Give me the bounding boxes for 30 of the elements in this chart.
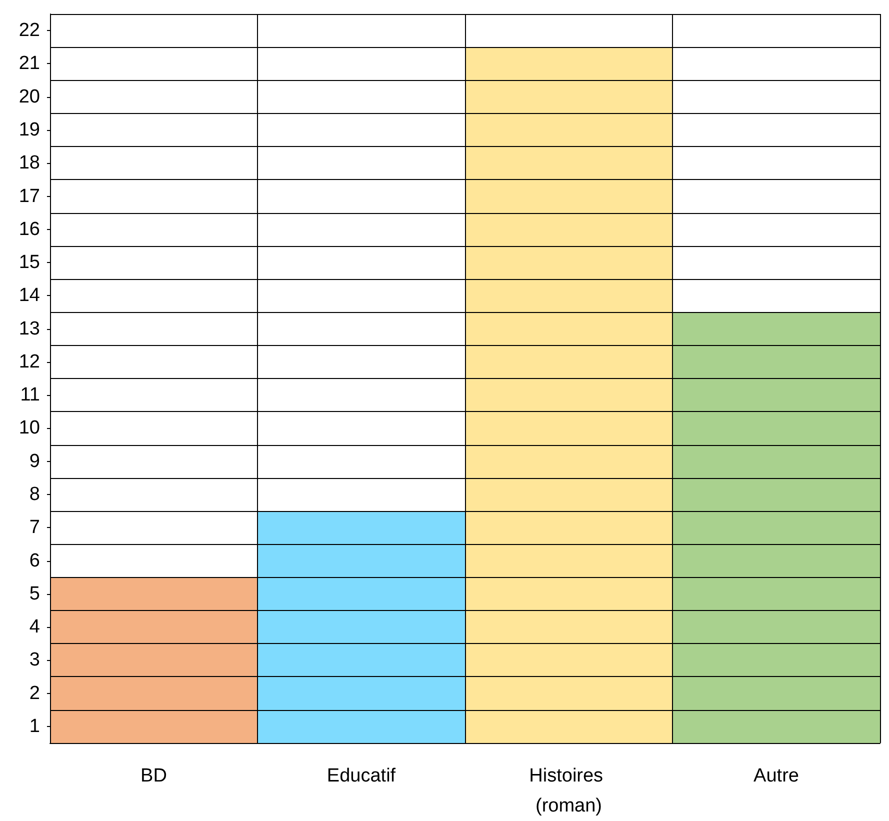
y-tick-label: 19 [18,119,40,140]
y-tick-label: 3 [29,650,40,671]
y-tick-label: 15 [18,252,40,274]
y-tick-label: 11 [20,384,40,406]
bar [672,312,880,743]
y-tick-label: 6 [29,550,40,572]
y-tick-label: 7 [29,517,40,538]
y-tick-label: 21 [18,53,40,74]
x-tick-label: Autre [754,766,799,786]
bar [465,47,672,743]
y-tick-label: 8 [29,484,40,505]
y-tick-label: 20 [18,86,40,108]
y-tick-label: 4 [29,616,40,638]
y-tick-label: 18 [18,152,40,174]
y-tick-label: 12 [18,351,40,372]
x-tick-label: Histoires (roman) [529,766,608,816]
y-tick-label: 17 [18,186,40,207]
y-tick-label: 13 [18,318,40,340]
y-tick-label: 10 [18,418,40,439]
y-tick-label: 16 [18,218,40,240]
y-tick-label: 5 [29,583,40,604]
x-tick-label: Educatif [326,766,396,786]
y-tick-label: 9 [29,450,40,472]
bar [258,511,465,743]
y-tick-label: 1 [29,716,40,737]
y-tick-label: 14 [18,285,40,306]
x-tick-label: BD [140,766,167,786]
bar [50,577,258,743]
y-tick-label: 22 [18,20,40,42]
y-tick-label: 2 [29,682,40,704]
